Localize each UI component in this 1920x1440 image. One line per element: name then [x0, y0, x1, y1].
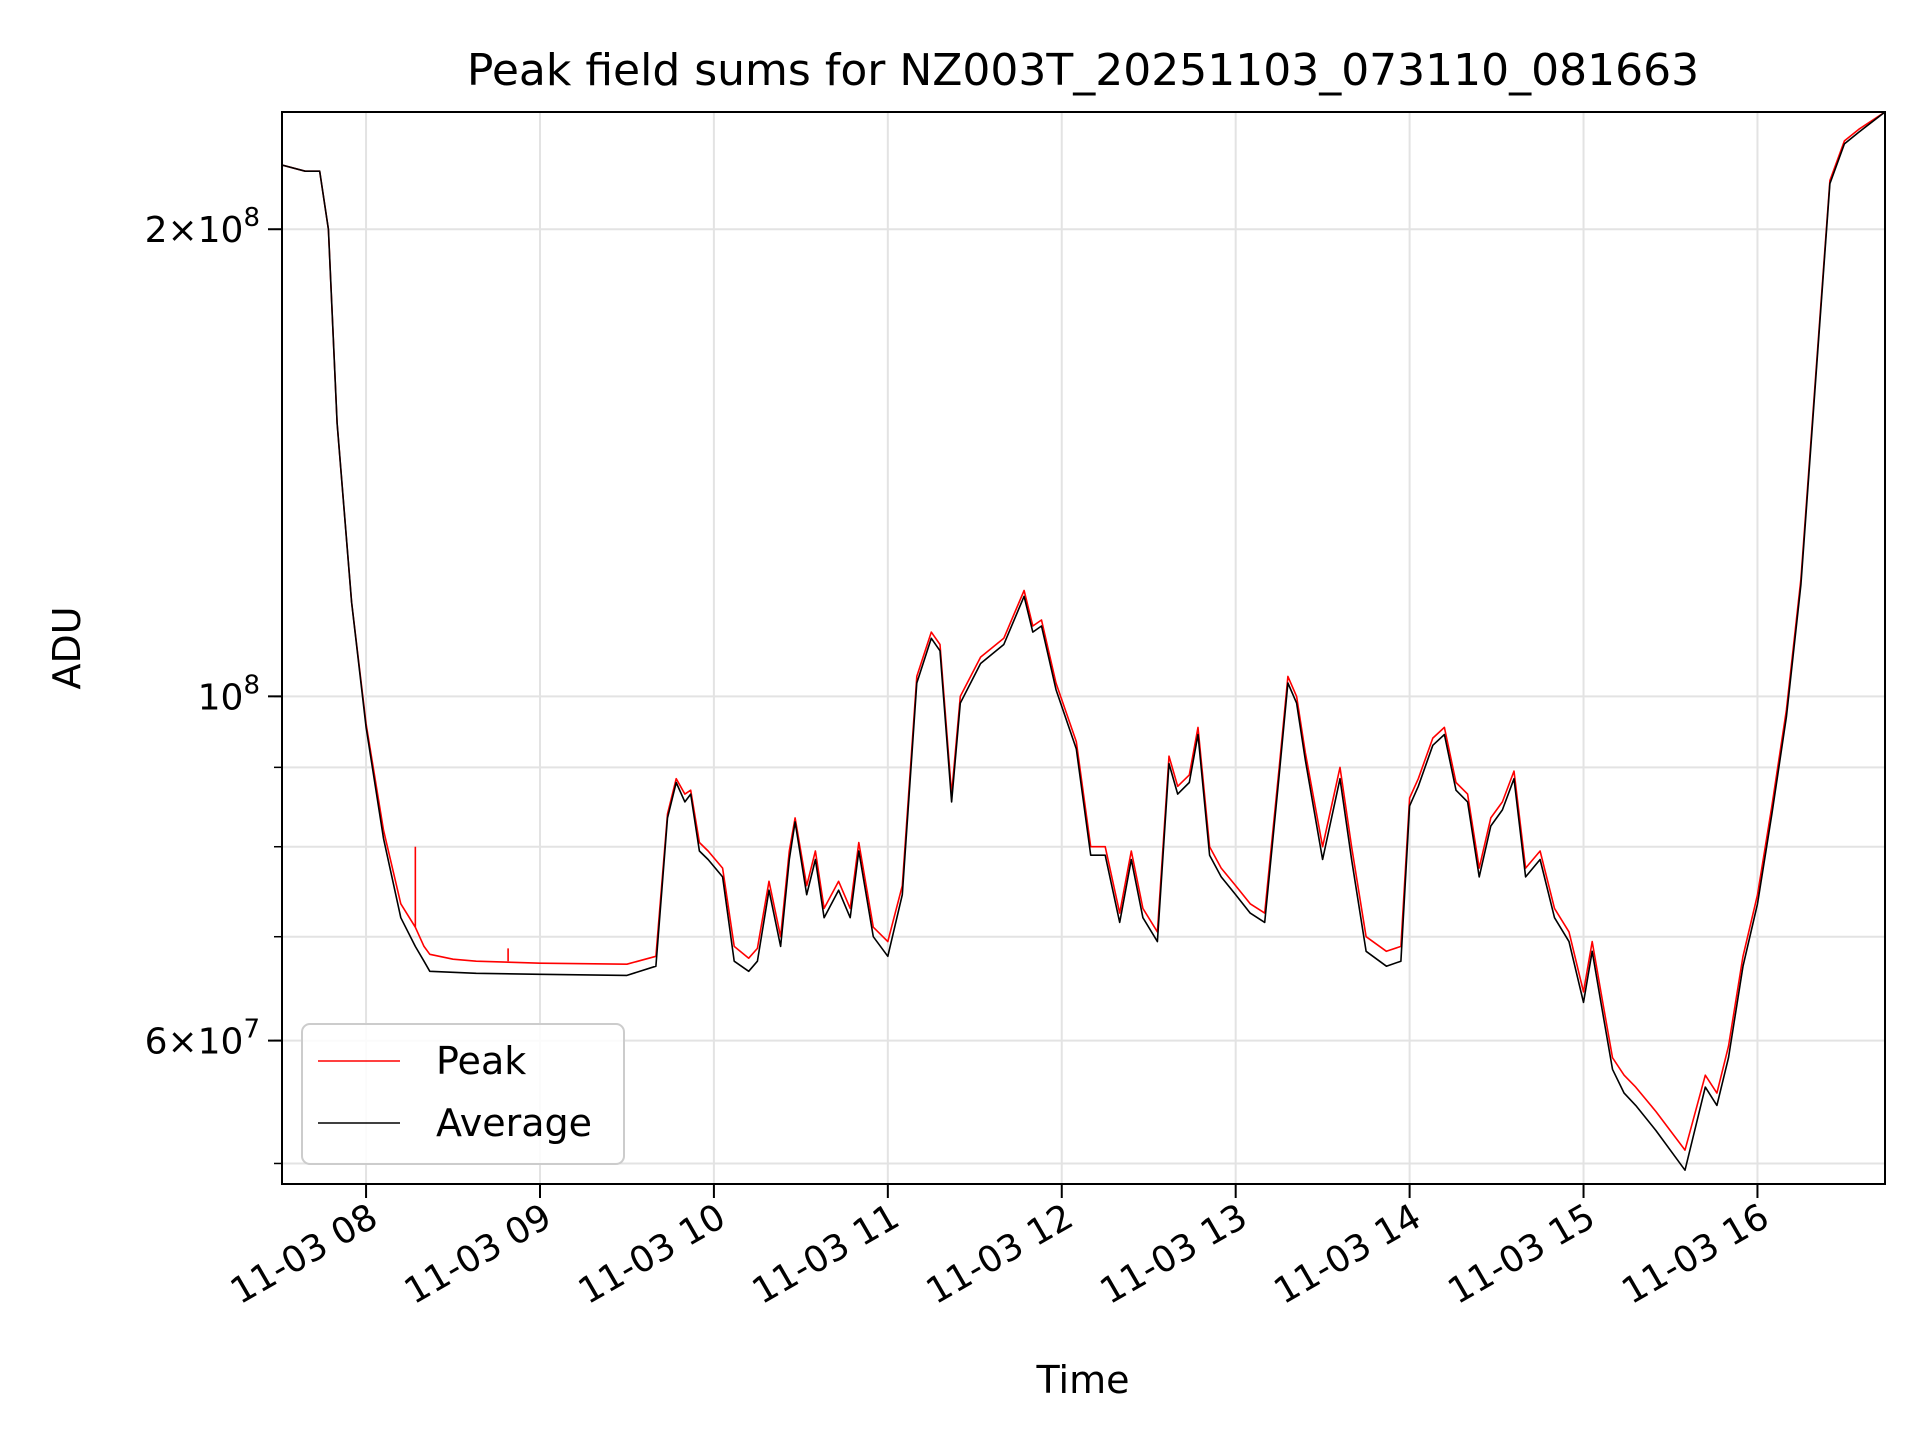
y-axis: 6×107 108 2×108	[145, 203, 282, 1165]
y-tick-label: 6×107	[145, 1015, 260, 1063]
y-tick-label: 108	[198, 670, 260, 718]
legend-label-peak: Peak	[436, 1039, 526, 1083]
series-line-average	[282, 112, 1885, 1171]
x-axis-label: Time	[1036, 1358, 1130, 1402]
legend-label-average: Average	[436, 1101, 592, 1145]
legend-box	[301, 1023, 625, 1165]
series-layer	[282, 112, 1885, 1171]
plot-frame	[281, 111, 1886, 1185]
grid	[282, 112, 1885, 1184]
series-line-peak	[282, 112, 1885, 1151]
legend: Peak Average	[301, 1023, 625, 1165]
y-axis-label: ADU	[45, 606, 89, 689]
y-tick-label: 2×108	[145, 203, 260, 251]
chart-title: Peak field sums for NZ003T_20251103_0731…	[467, 45, 1699, 96]
